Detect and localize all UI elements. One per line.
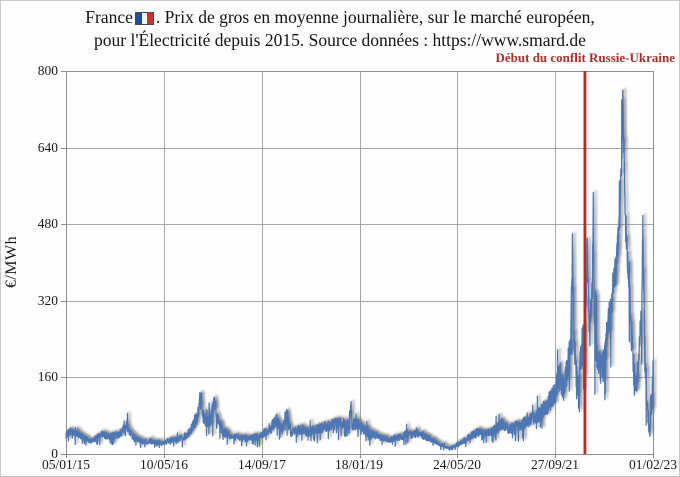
chart-title-text: . Prix de gros en moyenne journalière, s… — [155, 7, 595, 27]
plot-border — [66, 71, 654, 455]
y-tick-label-800: 800 — [37, 63, 58, 78]
y-tick-label-480: 480 — [37, 216, 58, 231]
gridlines — [66, 71, 653, 454]
y-tick-label-640: 640 — [37, 140, 58, 155]
x-tick-label-2019: 18/01/19 — [334, 457, 383, 472]
y-tick-label-320: 320 — [37, 293, 58, 308]
chart-title-line-2: pour l'Électricité depuis 2015. Source d… — [94, 30, 586, 50]
x-tick-label-2023: 01/02/23 — [628, 457, 677, 472]
axis-ticks — [61, 71, 654, 458]
x-tick-label-2015: 05/01/15 — [41, 457, 90, 472]
france-flag-icon — [134, 12, 154, 25]
x-tick-label-2017: 14/09/17 — [237, 457, 286, 472]
chart-title-country: France — [85, 7, 133, 27]
y-tick-label-160: 160 — [37, 369, 58, 384]
x-tick-label-2016: 10/05/16 — [139, 457, 188, 472]
flag-stripe-white — [141, 13, 148, 24]
price-series-line — [65, 89, 654, 451]
flag-stripe-blue — [135, 13, 142, 24]
chart-title: France . Prix de gros en moyenne journali… — [0, 6, 680, 52]
chart-title-line-1: France . Prix de gros en moyenne journali… — [0, 6, 680, 29]
y-tick-label-0: 0 — [51, 446, 58, 461]
event-annotation-label: Début du conflit Russie-Ukraine — [495, 50, 676, 65]
flag-stripe-red — [147, 13, 153, 24]
x-tick-label-2020: 24/05/20 — [432, 457, 481, 472]
x-tick-label-2021: 27/09/21 — [530, 457, 579, 472]
